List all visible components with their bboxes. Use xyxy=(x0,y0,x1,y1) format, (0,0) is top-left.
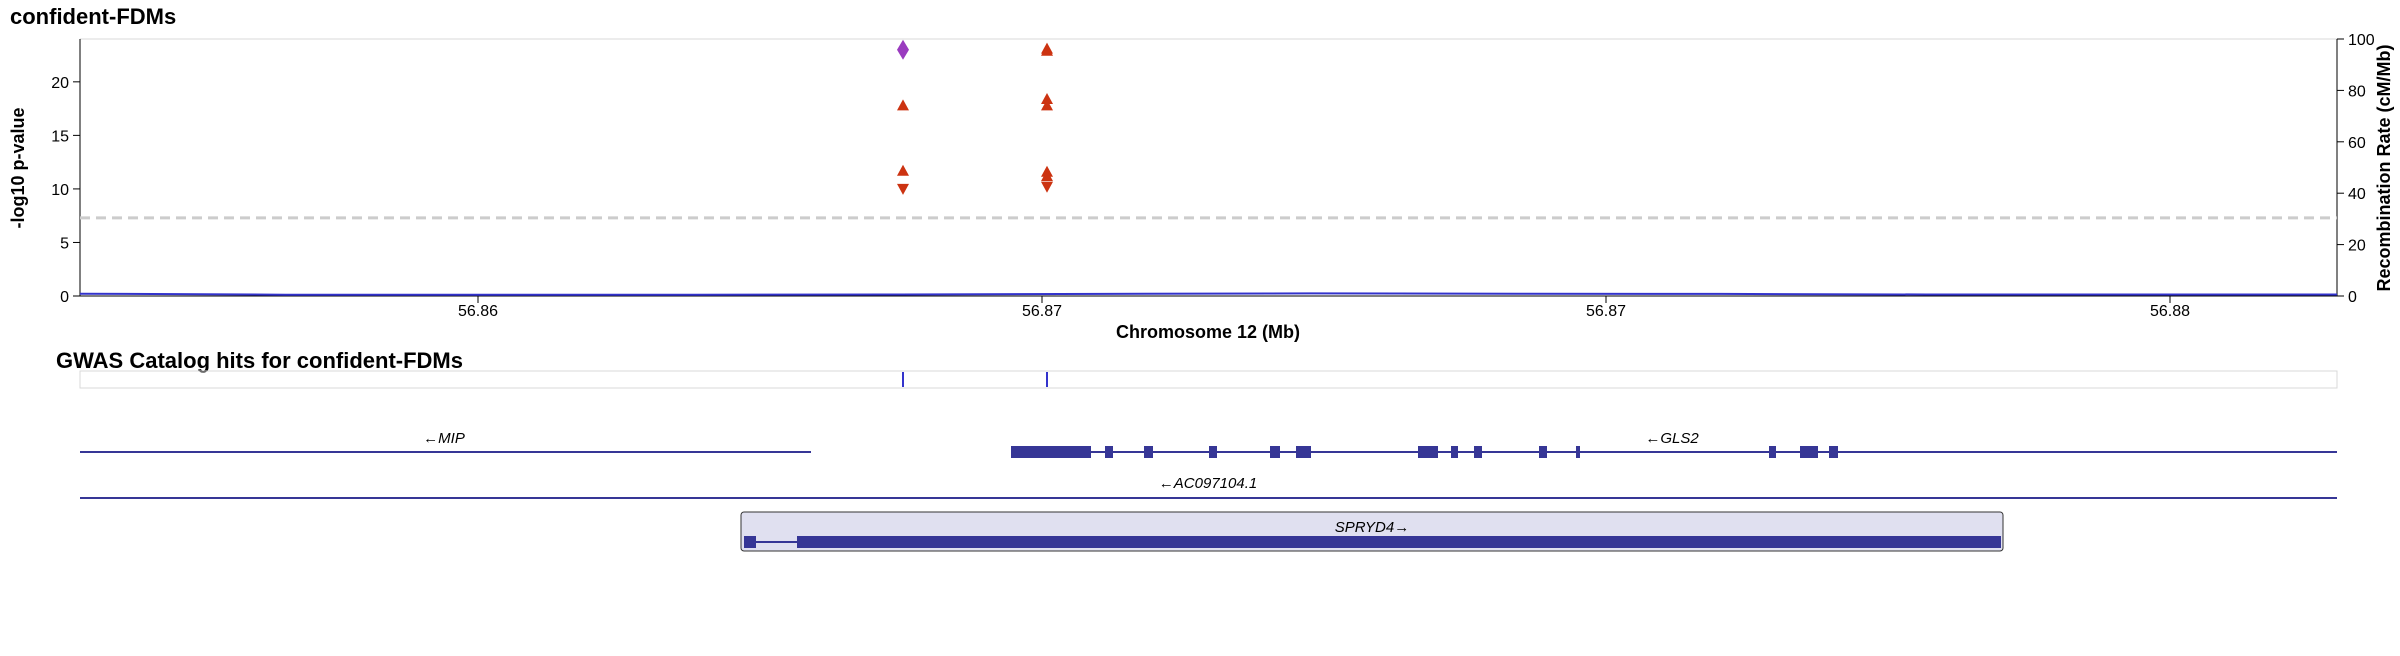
gene-label-spryd4: SPRYD4→ xyxy=(1335,519,1409,536)
gene-gls2-exons xyxy=(1011,446,1838,458)
gene-gls2-exon xyxy=(1800,446,1818,458)
y-axis-label: -log10 p-value xyxy=(8,107,28,228)
y2-tick-label: 40 xyxy=(2348,186,2366,203)
gene-label-mip: ←MIP xyxy=(423,430,465,447)
y2-tick-label: 20 xyxy=(2348,238,2366,255)
y-tick-label: 15 xyxy=(51,128,69,145)
y-tick-label: 20 xyxy=(51,75,69,92)
chart-title: confident-FDMs xyxy=(10,4,176,29)
recombination-rate-line xyxy=(79,292,2337,296)
y2-tick-label: 60 xyxy=(2348,135,2366,152)
gene-gls2-exon xyxy=(1270,446,1280,458)
variant-point[interactable] xyxy=(897,183,909,195)
gene-gls2[interactable]: ←GLS2 xyxy=(1011,430,2337,458)
variant-point[interactable] xyxy=(1041,44,1053,56)
genes-track: ←MIP ←GLS2 ←AC097104.1 SPRYD4→ xyxy=(80,430,2337,552)
variant-point[interactable] xyxy=(1041,99,1053,111)
y2-axis-ticks: 0 20 40 60 80 100 xyxy=(2337,32,2375,306)
gene-mip[interactable]: ←MIP xyxy=(80,430,811,453)
y-tick-label: 0 xyxy=(60,289,69,306)
gene-spryd4-exon-1 xyxy=(744,536,756,548)
variant-point[interactable] xyxy=(1041,92,1053,104)
variant-point[interactable] xyxy=(1041,181,1053,193)
y2-tick-label: 80 xyxy=(2348,83,2366,100)
gene-ac097104-1[interactable]: ←AC097104.1 xyxy=(80,475,2337,499)
gene-gls2-exon xyxy=(1576,446,1580,458)
gwas-track-panel xyxy=(79,370,2338,389)
gene-label-ac097104-1: ←AC097104.1 xyxy=(1159,475,1257,492)
y-tick-label: 10 xyxy=(51,182,69,199)
association-points xyxy=(897,39,1053,195)
gene-spryd4[interactable]: SPRYD4→ xyxy=(740,511,2004,552)
x-tick-label: 56.87 xyxy=(1586,303,1626,320)
y2-tick-label: 100 xyxy=(2348,32,2375,49)
lead-variant-point[interactable] xyxy=(897,39,909,60)
variant-point[interactable] xyxy=(897,99,909,111)
gwas-hits xyxy=(902,372,1048,387)
gene-gls2-exon xyxy=(1474,446,1482,458)
gene-gls2-exon xyxy=(1451,446,1458,458)
gene-gls2-exon xyxy=(1209,446,1217,458)
gene-label-gls2: ←GLS2 xyxy=(1645,430,1699,447)
gene-gls2-exon xyxy=(1011,446,1091,458)
gene-gls2-exon xyxy=(1144,446,1153,458)
x-axis-ticks: 56.86 56.87 56.87 56.88 xyxy=(458,296,2190,320)
gene-gls2-exon xyxy=(1829,446,1838,458)
y2-axis-label: Recombination Rate (cM/Mb) xyxy=(2374,44,2394,291)
x-tick-label: 56.86 xyxy=(458,303,498,320)
x-tick-label: 56.87 xyxy=(1022,303,1062,320)
variant-point[interactable] xyxy=(897,164,909,176)
gene-gls2-exon xyxy=(1105,446,1113,458)
gene-spryd4-exon-2 xyxy=(797,536,2001,548)
gene-gls2-exon xyxy=(1418,446,1438,458)
x-tick-label: 56.88 xyxy=(2150,303,2190,320)
y-tick-label: 5 xyxy=(60,235,69,252)
gene-gls2-exon xyxy=(1539,446,1547,458)
gene-gls2-exon xyxy=(1769,446,1776,458)
gene-gls2-exon xyxy=(1296,446,1311,458)
x-axis-label: Chromosome 12 (Mb) xyxy=(1116,322,1300,342)
gwas-track-title: GWAS Catalog hits for confident-FDMs xyxy=(56,348,463,373)
variant-point[interactable] xyxy=(1041,170,1053,182)
y-axis-ticks: 0 5 10 15 20 xyxy=(51,75,80,306)
y2-tick-label: 0 xyxy=(2348,289,2357,306)
